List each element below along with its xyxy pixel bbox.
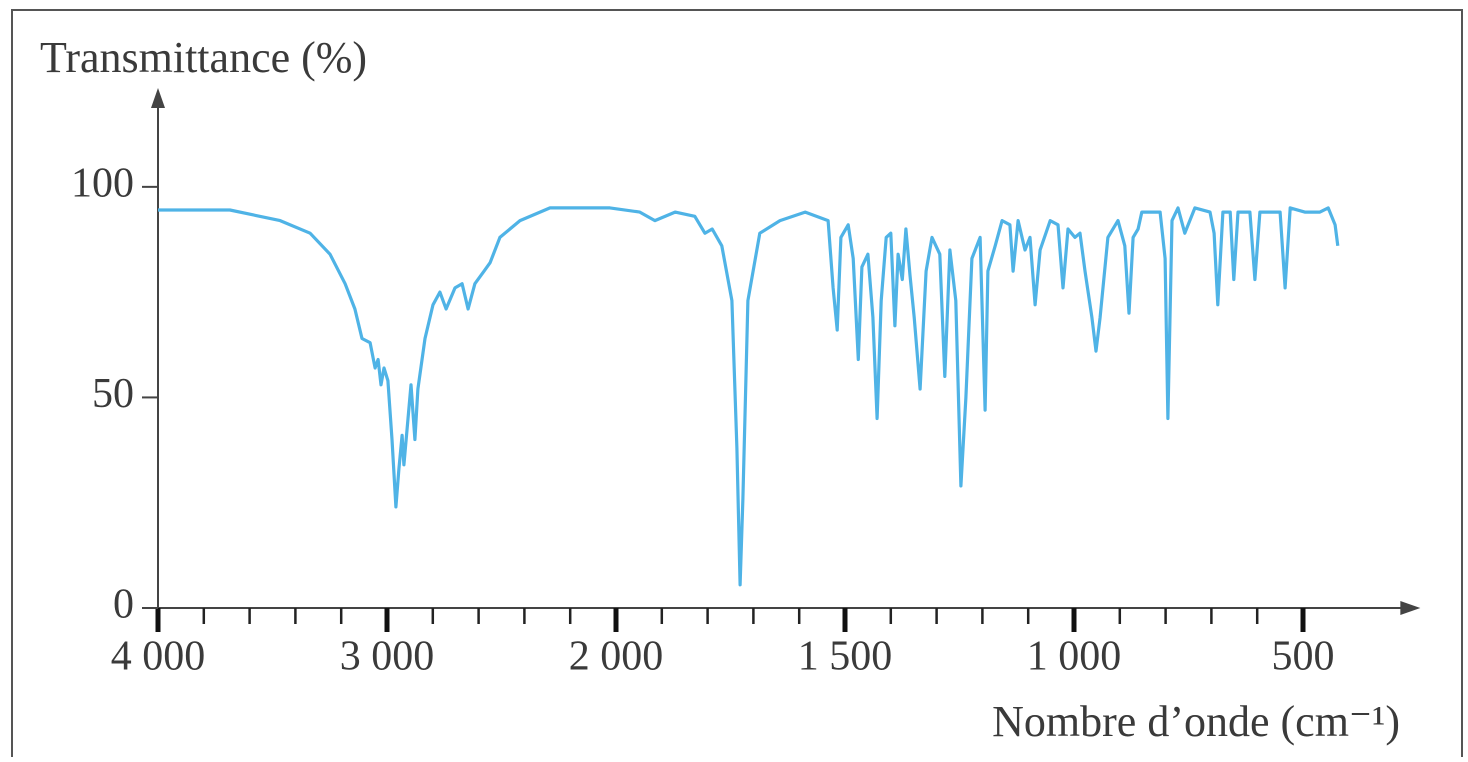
y-tick-label: 100 bbox=[71, 161, 134, 207]
x-tick-label: 3 000 bbox=[340, 634, 435, 680]
y-tick-label: 0 bbox=[113, 582, 134, 628]
x-tick-label: 1 500 bbox=[798, 634, 893, 680]
frame bbox=[11, 9, 1463, 762]
y-axis-title: Transmittance (%) bbox=[40, 33, 367, 82]
y-axis-arrow bbox=[151, 88, 165, 108]
x-axis-title: Nombre d’onde (cm⁻¹) bbox=[992, 697, 1400, 746]
x-tick-label: 1 000 bbox=[1027, 634, 1122, 680]
x-tick-label: 2 000 bbox=[569, 634, 664, 680]
x-tick-label: 500 bbox=[1272, 634, 1335, 680]
y-tick-label: 50 bbox=[92, 371, 134, 417]
spectrum-line bbox=[158, 206, 1340, 587]
x-axis-arrow bbox=[1400, 601, 1421, 615]
x-tick-label: 4 000 bbox=[111, 634, 206, 680]
plot: 4 000 3 000 2 000 1 500 1 000 500 0 50 100 bbox=[71, 88, 1421, 680]
